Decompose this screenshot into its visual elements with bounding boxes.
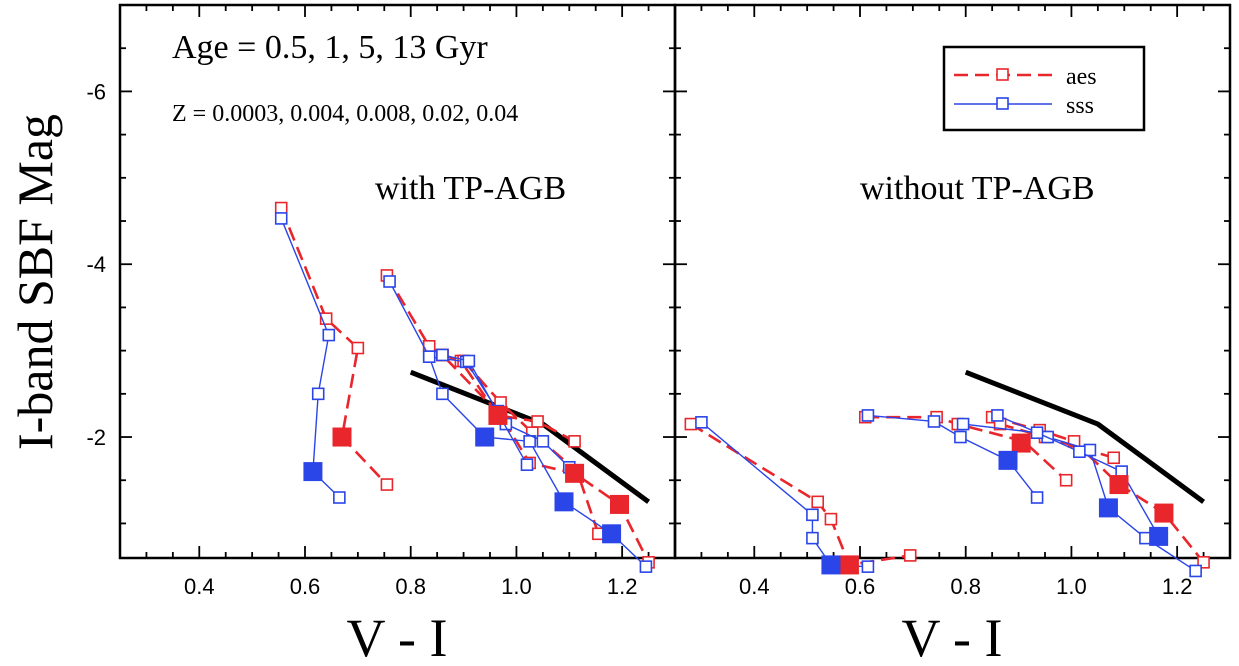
- point-sss: [422, 350, 436, 363]
- point-aes: [274, 201, 288, 215]
- legend: aes sss: [942, 45, 1146, 132]
- filled-point-aes: [1154, 503, 1174, 523]
- point-sss: [991, 409, 1004, 422]
- point-sss: [1189, 564, 1202, 578]
- point-aes: [684, 417, 698, 431]
- point-sss: [861, 560, 875, 573]
- legend-sss-marker: [996, 97, 1009, 110]
- point-aes: [531, 415, 544, 428]
- point-sss: [806, 508, 819, 522]
- point-aes: [1107, 451, 1121, 465]
- legend-sss-label: sss: [1066, 93, 1094, 119]
- point-aes: [1197, 556, 1210, 569]
- point-aes: [903, 549, 917, 562]
- x-tick-label: 1.0: [501, 574, 532, 599]
- filled-point-aes: [610, 494, 629, 514]
- point-sss: [333, 491, 346, 504]
- y-tick-label: -6: [86, 79, 106, 104]
- panel-frame-right: [673, 3, 1232, 560]
- x-tick-label: 0.4: [184, 574, 215, 599]
- point-sss: [806, 531, 819, 545]
- filled-point-sss: [475, 427, 495, 447]
- filled-point-aes: [488, 405, 508, 425]
- point-sss: [436, 387, 449, 401]
- metallicity-annotation: Z = 0.0003, 0.004, 0.008, 0.02, 0.04: [172, 101, 518, 127]
- legend-aes-label: aes: [1066, 64, 1097, 90]
- series-line-aes: [280, 207, 388, 486]
- point-aes: [319, 312, 333, 325]
- series-line-aes: [462, 360, 600, 535]
- y-tick-label: -4: [86, 252, 106, 277]
- point-sss: [1030, 491, 1044, 504]
- filled-point-sss: [554, 492, 574, 512]
- series-line-sss: [442, 354, 528, 466]
- x-tick-label: 1.2: [1162, 574, 1193, 599]
- filled-point-aes: [1109, 475, 1129, 495]
- panel-label-with-tpagb: with TP-AGB: [375, 170, 566, 207]
- filled-point-sss: [303, 462, 323, 482]
- point-sss: [954, 430, 967, 444]
- filled-point-aes: [839, 555, 859, 575]
- point-sss: [520, 458, 534, 471]
- point-sss: [1073, 445, 1086, 459]
- point-sss: [639, 560, 653, 573]
- series-line-aes: [690, 422, 911, 567]
- series-line-sss: [700, 421, 868, 568]
- series-line-sss: [388, 281, 647, 568]
- series-line-aes: [385, 274, 576, 443]
- filled-point-sss: [1098, 498, 1118, 518]
- panel-right: 0.4 0.6 0.8 1.0 1.2: [673, 3, 1232, 599]
- panel-label-without-tpagb: without TP-AGB: [860, 170, 1095, 207]
- point-sss: [1083, 443, 1097, 457]
- filled-point-sss: [821, 555, 841, 575]
- y-axis-title: I-band SBF Mag: [7, 114, 63, 450]
- point-sss: [927, 415, 941, 428]
- x-tick-label: 1.0: [1056, 574, 1087, 599]
- filled-point-sss: [602, 524, 622, 544]
- point-sss: [383, 275, 396, 288]
- legend-box: [942, 45, 1146, 132]
- filled-point-aes: [565, 463, 585, 483]
- filled-point-sss: [1149, 526, 1169, 546]
- point-sss: [274, 212, 288, 225]
- point-sss: [861, 409, 875, 422]
- panel-left: 0.4 0.6 0.8 1.0 1.2 -6 -4 -2: [86, 3, 677, 599]
- filled-point-aes: [332, 427, 352, 447]
- filled-point-sss: [998, 450, 1018, 470]
- x-tick-label: 0.6: [290, 574, 321, 599]
- x-tick-label: 0.4: [739, 574, 770, 599]
- point-sss: [311, 387, 325, 401]
- x-tick-label: 1.2: [607, 574, 638, 599]
- reference-line: [964, 369, 1206, 504]
- panel-frame-left: [118, 3, 677, 560]
- x-tick-label: 0.8: [950, 574, 981, 599]
- age-annotation: Age = 0.5, 1, 5, 13 Gyr: [172, 29, 488, 66]
- y-tick-label: -2: [86, 425, 106, 450]
- legend-aes-marker: [996, 68, 1009, 81]
- point-aes: [351, 341, 365, 355]
- point-sss: [536, 435, 550, 448]
- point-aes: [1059, 473, 1073, 487]
- point-sss: [1030, 426, 1044, 440]
- x-tick-label: 0.6: [845, 574, 876, 599]
- x-axis-title-left: V - I: [347, 608, 448, 666]
- point-sss: [956, 417, 970, 431]
- point-sss: [436, 348, 449, 362]
- point-aes: [380, 478, 394, 491]
- point-aes: [811, 495, 825, 509]
- filled-point-aes: [1011, 433, 1031, 453]
- point-aes: [824, 512, 838, 526]
- point-sss: [462, 354, 476, 368]
- point-sss: [322, 328, 336, 342]
- x-axis-title-right: V - I: [902, 608, 1003, 666]
- point-aes: [568, 435, 581, 448]
- series-line-sss: [280, 218, 340, 499]
- point-sss: [695, 416, 708, 429]
- x-tick-label: 0.8: [395, 574, 426, 599]
